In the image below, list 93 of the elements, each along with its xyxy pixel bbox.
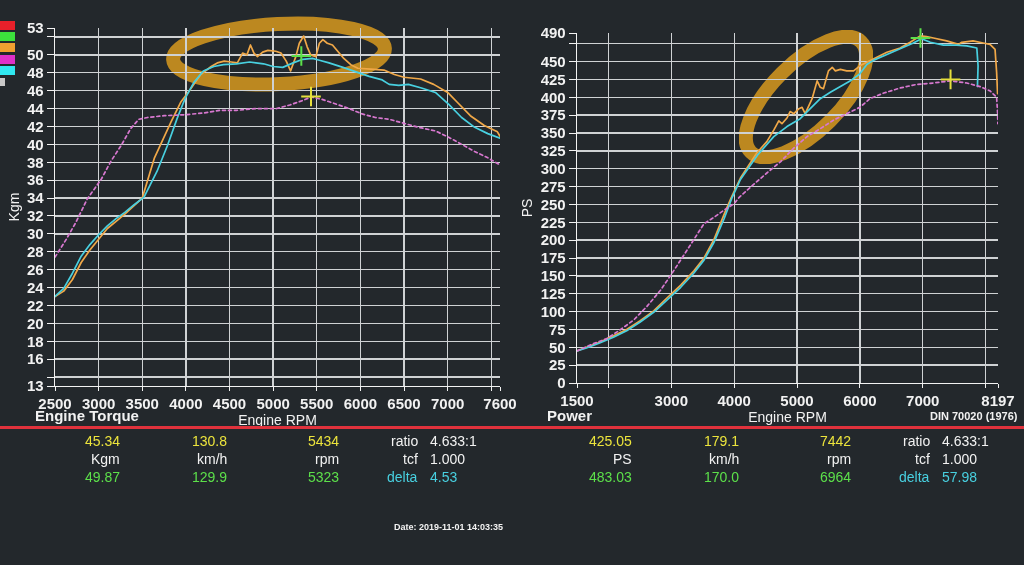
y-tick-label: 490 [540,24,566,42]
y-tick-label: 125 [540,284,566,302]
y-tick-label: 26 [27,260,44,278]
y-tick-label: 50 [27,46,44,64]
text: 425.05 [589,433,633,449]
y-tick-label: 44 [27,99,45,117]
text: 49.87 [85,469,121,485]
text: 4.633:1 [942,433,989,449]
y-tick-label: 425 [540,70,566,88]
x-tick-label: 4500 [212,395,247,413]
y-tick-label: 48 [27,64,44,81]
y-tick-label: 400 [540,88,566,106]
y-tick-label: 13 [27,377,44,395]
text: 4.53 [430,469,458,485]
x-tick-label: 3500 [125,395,159,413]
y-tick-label: 225 [540,213,566,231]
y-tick-label: 75 [549,320,566,338]
y-tick-label: 32 [27,207,44,225]
text: rpm [827,451,852,467]
x-tick-label: 4000 [169,395,203,413]
text: tcf [915,451,930,467]
x-tick-label: 8197 [981,392,1015,410]
y-tick-label: 34 [27,189,45,207]
y-tick-label: 30 [27,225,44,243]
y-tick-label: 38 [27,153,44,171]
x-tick-label: 5000 [256,395,290,413]
y-tick-label: 150 [540,267,566,285]
text: 4.633:1 [430,433,477,449]
y-tick-label: 22 [27,296,44,314]
text: 170.0 [704,469,740,485]
y-tick-label: 25 [549,356,566,374]
y-tick-label: 40 [27,135,44,153]
text: PS [613,451,632,467]
y-tick-label: 20 [27,314,44,332]
text: Power [547,407,593,425]
y-tick-label: 0 [557,374,566,392]
x-tick-label: 1500 [560,392,594,410]
x-tick-label: 6000 [343,395,378,413]
y-axis-title: Kgm [5,192,22,222]
text: 1.000 [430,451,466,467]
text: 7442 [820,433,852,449]
y-tick-label: 275 [540,177,566,195]
x-tick-label: 6500 [387,395,421,413]
text: Date: 2019-11-01 14:03:35 [394,522,504,532]
x-tick-label: 7600 [483,395,517,413]
text: delta [387,469,418,485]
x-axis-title: Engine RPM [748,409,827,426]
text: km/h [709,451,740,467]
y-tick-label: 300 [540,159,566,177]
y-tick-label: 50 [549,338,566,356]
text: 45.34 [85,433,121,449]
x-tick-label: 7000 [430,395,465,413]
y-tick-label: 18 [27,332,44,350]
y-tick-label: 24 [27,278,45,296]
text: DIN 70020 (1976) [930,410,1018,422]
y-tick-label: 28 [27,243,44,260]
y-tick-label: 42 [27,117,44,135]
y-tick-label: 450 [540,52,566,70]
y-tick-label: 46 [27,81,44,99]
text: Kgm [91,451,120,467]
x-tick-label: 5000 [780,392,814,410]
x-tick-label: 6000 [843,392,877,410]
text: ratio [391,433,419,449]
line-series [55,96,500,258]
y-tick-label: 36 [27,171,44,189]
text: 5434 [308,433,340,449]
text: 5323 [308,469,340,485]
text: 1.000 [942,451,978,467]
y-tick-label: 200 [540,231,566,249]
text: rpm [315,451,340,467]
text: tcf [403,451,418,467]
y-tick-label: 350 [540,124,566,142]
text: 483.03 [589,469,633,485]
x-tick-label: 7000 [906,392,940,410]
y-tick-label: 175 [540,249,566,267]
x-tick-label: 4000 [717,392,751,410]
y-tick-label: 16 [27,350,44,368]
y-tick-label: 250 [540,195,566,213]
text: 129.9 [192,469,228,485]
x-tick-label: 5500 [300,395,334,413]
y-tick-label: 53 [27,19,44,37]
text: km/h [197,451,228,467]
text: delta [899,469,930,485]
y-tick-label: 325 [540,142,566,160]
y-tick-label: 100 [540,302,566,320]
text: 57.98 [942,469,978,485]
text: 130.8 [192,433,228,449]
text: 179.1 [704,433,740,449]
y-axis-title: PS [519,198,536,218]
y-tick-label: 375 [540,106,566,124]
x-tick-label: 3000 [654,392,688,410]
text: 6964 [820,469,852,485]
text: ratio [903,433,931,449]
